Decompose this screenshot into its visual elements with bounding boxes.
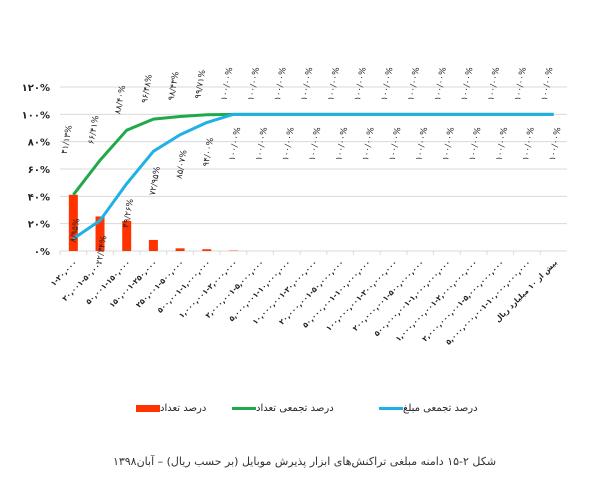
- y-tick-label: ۰%: [34, 247, 50, 258]
- data-label-cumulative-amount: ۴۹/۲۶%: [121, 198, 136, 228]
- y-tick-label: ۱۲۰%: [22, 83, 50, 94]
- legend-item-cum-amount: درصد تجمعی مبلغ: [375, 403, 478, 414]
- data-label-cumulative-amount: ۱۰۰/۰۰%: [308, 126, 324, 161]
- y-tick-label: ۸۰%: [28, 138, 50, 149]
- data-label-cumulative-amount: ۱۰۰/۰۰%: [361, 126, 377, 161]
- bar-count: [175, 248, 185, 251]
- y-tick-label: ۶۰%: [28, 165, 50, 176]
- data-label-cumulative-amount: ۸/۹۵%: [68, 217, 82, 243]
- data-label-cumulative-count: ۹۹/۷۱%: [193, 69, 208, 99]
- legend-label-cum-count: درصد تجمعی تعداد: [256, 403, 334, 414]
- data-label-cumulative-count: ۱۰۰/۰۰%: [460, 66, 476, 101]
- data-label-cumulative-amount: ۱۰۰/۰۰%: [414, 126, 430, 161]
- y-tick-label: ۲۰%: [28, 220, 50, 231]
- legend-item-count: درصد تعداد: [132, 403, 206, 414]
- legend-swatch-cum-count: [232, 407, 256, 410]
- data-label-cumulative-count: ۱۰۰/۰۰%: [246, 66, 262, 101]
- x-tick-label: ۲۵۰,۰۰۱-۵۰۰,۰۰۰: [134, 258, 185, 309]
- data-label-cumulative-amount: ۱۰۰/۰۰%: [388, 126, 404, 161]
- data-label-cumulative-amount: ۱۰۰/۰۰%: [228, 126, 244, 161]
- data-label-cumulative-count: ۱۰۰/۰۰%: [220, 66, 236, 101]
- data-label-cumulative-count: ۱۰۰/۰۰%: [273, 66, 289, 101]
- bar-count: [68, 194, 78, 251]
- data-label-cumulative-count: ۹۸/۴۳%: [167, 71, 182, 101]
- bar-count: [148, 239, 158, 251]
- data-label-cumulative-count: ۱۰۰/۰۰%: [433, 66, 449, 101]
- data-label-cumulative-amount: ۷۲/۹۵%: [148, 166, 163, 196]
- bar-count: [95, 216, 105, 251]
- legend-item-cum-count: درصد تجمعی تعداد: [228, 403, 334, 414]
- data-label-cumulative-amount: ۲۲/۳۴%: [95, 235, 110, 265]
- data-label-cumulative-amount: ۸۵/۰۷%: [175, 149, 190, 179]
- data-label-cumulative-count: ۸۸/۴۰%: [113, 85, 128, 115]
- data-label-cumulative-count: ۹۶/۴۸%: [140, 74, 155, 104]
- data-label-cumulative-count: ۱۰۰/۰۰%: [326, 66, 342, 101]
- data-label-cumulative-count: ۱۰۰/۰۰%: [380, 66, 396, 101]
- data-label-cumulative-amount: ۱۰۰/۰۰%: [548, 126, 564, 161]
- data-label-cumulative-amount: ۱۰۰/۰۰%: [334, 126, 350, 161]
- data-label-cumulative-amount: ۱۰۰/۰۰%: [494, 126, 510, 161]
- chart: ۰%۲۰%۴۰%۶۰%۸۰%۱۰۰%۱۲۰%۱-۲۰,۰۰۰۲۰,۰۰۱-۵۰,…: [22, 66, 567, 347]
- legend-swatch-cum-amount: [379, 407, 403, 410]
- data-label-cumulative-count: ۱۰۰/۰۰%: [486, 66, 502, 101]
- data-label-cumulative-amount: ۱۰۰/۰۰%: [521, 126, 537, 161]
- y-tick-label: ۱۰۰%: [22, 110, 50, 121]
- legend: درصد تجمعی مبلغ درصد تجمعی تعداد درصد تع…: [0, 403, 609, 423]
- figure-caption: شکل ۲-۱۵ دامنه مبلغی تراکنش‌های ابزار پذ…: [112, 455, 497, 468]
- x-tick-label: ۱۵۰,۰۰۱-۲۵۰,۰۰۰: [107, 258, 158, 309]
- data-label-cumulative-count: ۱۰۰/۰۰%: [406, 66, 422, 101]
- y-tick-label: ۴۰%: [28, 192, 50, 203]
- data-label-cumulative-count: ۱۰۰/۰۰%: [513, 66, 529, 101]
- data-label-cumulative-amount: ۱۰۰/۰۰%: [468, 126, 484, 161]
- data-label-cumulative-amount: ۱۰۰/۰۰%: [254, 126, 270, 161]
- legend-label-count: درصد تعداد: [160, 403, 207, 414]
- data-label-cumulative-count: ۱۰۰/۰۰%: [300, 66, 316, 101]
- bar-count: [202, 249, 212, 251]
- bar-count: [122, 220, 132, 251]
- data-label-cumulative-count: ۴۱/۱۳%: [60, 124, 75, 154]
- data-label-cumulative-count: ۶۶/۴۱%: [87, 115, 102, 145]
- data-label-cumulative-amount: ۹۴/۰۰%: [201, 137, 216, 167]
- data-label-cumulative-count: ۱۰۰/۰۰%: [353, 66, 369, 101]
- data-label-cumulative-count: ۱۰۰/۰۰%: [540, 66, 556, 101]
- data-label-cumulative-amount: ۱۰۰/۰۰%: [281, 126, 297, 161]
- legend-label-cum-amount: درصد تجمعی مبلغ: [403, 403, 478, 414]
- legend-swatch-count: [136, 405, 160, 412]
- data-label-cumulative-amount: ۱۰۰/۰۰%: [441, 126, 457, 161]
- line-cumulative-amount: [72, 112, 554, 241]
